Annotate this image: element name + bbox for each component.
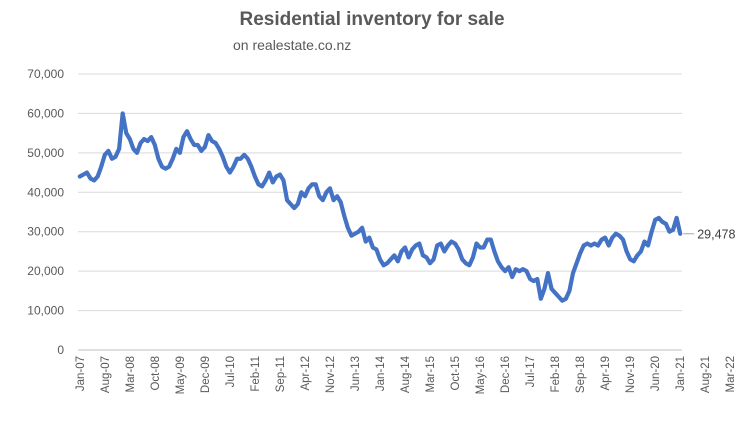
x-tick: Jun-13 [350, 356, 362, 391]
x-tick: Dec-16 [500, 356, 512, 393]
y-tick-label: 60,000 [27, 106, 64, 120]
x-tick-label: Sep-11 [275, 356, 287, 392]
gridlines [78, 73, 682, 351]
x-tick: Aug-21 [700, 356, 712, 393]
x-tick: Mar-15 [425, 356, 437, 392]
y-tick-label: 50,000 [27, 146, 64, 160]
x-tick-label: Dec-09 [200, 356, 212, 393]
x-tick-label: Feb-18 [550, 356, 562, 392]
x-tick: Jan-21 [675, 356, 687, 391]
x-tick: Jan-07 [75, 356, 87, 391]
x-tick-label: Jan-14 [375, 355, 387, 391]
x-tick: May-16 [475, 356, 487, 394]
x-tick-label: Aug-07 [100, 356, 112, 393]
x-tick-label: Jun-13 [350, 356, 362, 391]
x-tick-label: Nov-12 [325, 356, 337, 393]
x-tick-label: Jul-10 [225, 356, 237, 387]
x-tick: Mar-22 [725, 356, 737, 392]
x-tick: Apr-19 [600, 356, 612, 391]
x-tick-label: Mar-22 [725, 356, 737, 392]
x-tick: Oct-08 [150, 356, 162, 391]
y-tick-label: 10,000 [27, 304, 64, 318]
x-tick-label: Oct-08 [150, 356, 162, 391]
x-tick: Jun-20 [650, 356, 662, 391]
x-tick-label: May-09 [175, 356, 187, 394]
x-tick-label: Apr-12 [300, 356, 312, 391]
chart-subtitle: on realestate.co.nz [233, 37, 352, 53]
x-tick-label: Jan-07 [75, 356, 87, 391]
x-tick-label: Dec-16 [500, 356, 512, 393]
y-axis: 0 10,000 20,000 30,000 40,000 50,000 60,000 70,… [27, 67, 64, 357]
y-tick-label: 70,000 [27, 67, 64, 81]
x-tick-label: Apr-19 [600, 356, 612, 391]
x-tick: Sep-11 [275, 356, 287, 392]
x-tick-label: Nov-19 [625, 356, 637, 393]
x-tick-label: Jan-21 [675, 356, 687, 391]
x-axis: Jan-07 Aug-07 Mar-08 Oct-08 May-09 Dec-09 Jul-… [75, 355, 737, 394]
y-tick-label: 30,000 [27, 225, 64, 239]
x-tick-label: Feb-11 [250, 356, 262, 392]
x-tick: Jul-17 [525, 356, 537, 387]
y-tick-label: 20,000 [27, 264, 64, 278]
x-tick-label: Sep-18 [575, 356, 587, 393]
x-tick: Feb-11 [250, 356, 262, 392]
y-tick-label: 0 [57, 343, 64, 357]
x-tick: Jan-14 [375, 355, 387, 391]
x-tick: Mar-08 [125, 356, 137, 392]
x-tick-label: Mar-15 [425, 356, 437, 392]
x-tick-label: Aug-14 [400, 355, 412, 393]
chart-title: Residential inventory for sale [239, 9, 505, 30]
x-tick-label: Aug-21 [700, 356, 712, 393]
x-tick: Sep-18 [575, 356, 587, 393]
x-tick: Jul-10 [225, 356, 237, 387]
series-layer [77, 111, 683, 303]
series-line [77, 111, 683, 303]
end-value-label: 29,478 [697, 227, 735, 241]
x-tick-label: Oct-15 [450, 356, 462, 391]
x-tick: May-09 [175, 356, 187, 394]
y-tick-label: 40,000 [27, 185, 64, 199]
x-tick-label: Mar-08 [125, 356, 137, 392]
x-tick: Aug-14 [400, 355, 412, 393]
x-tick: Aug-07 [100, 356, 112, 393]
end-label-layer: 29,478 [683, 227, 735, 241]
x-tick: Dec-09 [200, 356, 212, 393]
x-tick: Apr-12 [300, 356, 312, 391]
x-tick: Feb-18 [550, 356, 562, 392]
x-tick-label: Jul-17 [525, 356, 537, 387]
x-tick-label: May-16 [475, 356, 487, 394]
x-tick-label: Jun-20 [650, 356, 662, 391]
x-tick: Oct-15 [450, 356, 462, 391]
x-tick: Nov-12 [325, 356, 337, 393]
x-tick: Nov-19 [625, 356, 637, 393]
